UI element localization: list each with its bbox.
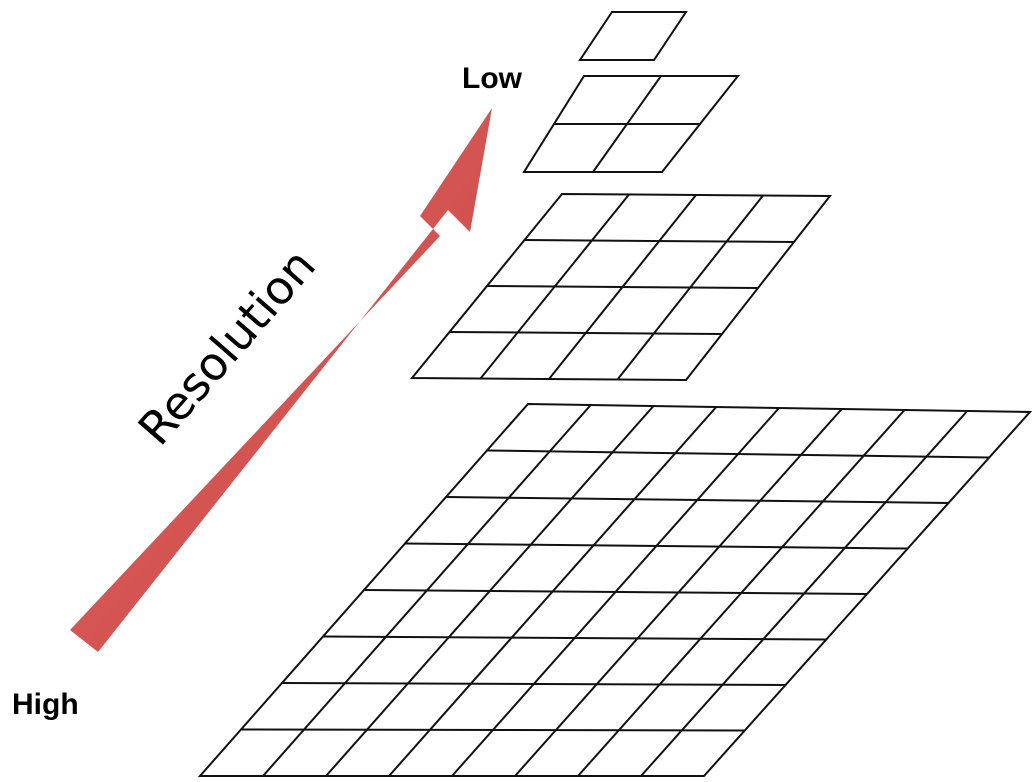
grid-column-line <box>616 194 764 381</box>
grid-level-0 <box>578 11 688 61</box>
grid-row-line <box>322 635 828 641</box>
grid-column-line <box>640 410 969 777</box>
grid-row-line <box>240 728 746 732</box>
grid-outline <box>197 402 1033 777</box>
grid-outline <box>578 11 688 61</box>
grid-column-line <box>548 194 697 380</box>
low-label: Low <box>462 62 523 95</box>
grid-row-line <box>448 331 723 335</box>
resolution-axis-label: Resolution <box>128 238 326 455</box>
grid-column-line <box>577 409 906 777</box>
grid-levels <box>197 11 1033 777</box>
grid-level-1 <box>522 75 741 173</box>
grid-level-2 <box>409 192 833 382</box>
resolution-arrow <box>70 108 492 652</box>
grid-column-line <box>451 407 780 777</box>
high-label: High <box>12 688 79 721</box>
grid-outline <box>409 192 833 382</box>
grid-column-line <box>514 408 843 777</box>
grid-row-line <box>281 682 787 686</box>
grid-level-3 <box>197 402 1033 777</box>
grid-column-line <box>592 75 662 173</box>
grid-outline <box>522 75 741 173</box>
